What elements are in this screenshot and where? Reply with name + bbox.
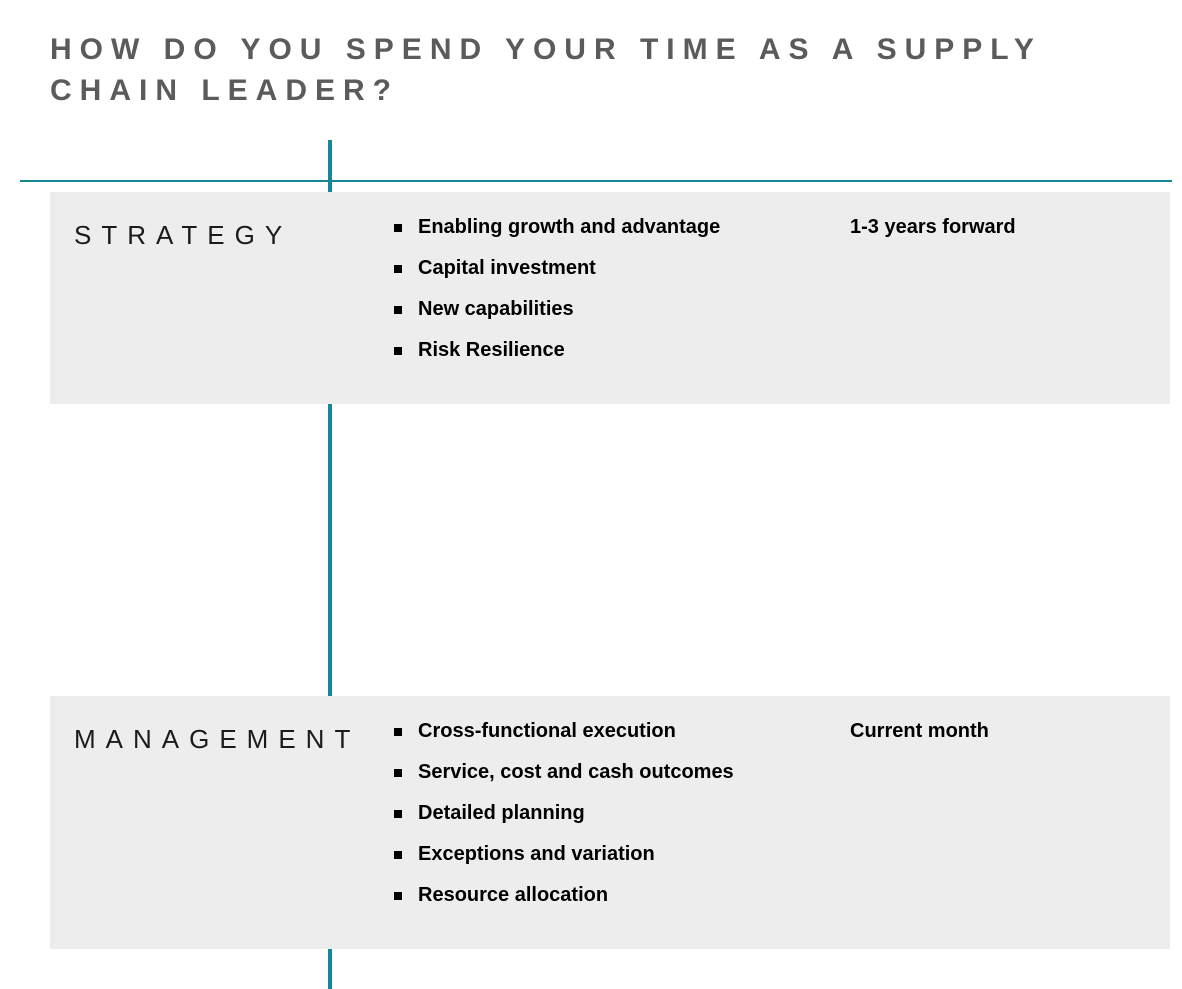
row-timeframe-strategy: 1-3 years forward bbox=[850, 216, 1140, 239]
bullet-item: Capital investment bbox=[394, 257, 850, 280]
bullet-item: Risk Resilience bbox=[394, 339, 850, 362]
row-strategy: STRATEGY Enabling growth and advantage C… bbox=[50, 192, 1170, 404]
row-management: MANAGEMENT Cross-functional execution Se… bbox=[50, 696, 1170, 949]
diagram-container: STRATEGY Enabling growth and advantage C… bbox=[0, 140, 1182, 989]
row-label-management: MANAGEMENT bbox=[70, 720, 360, 755]
bullet-item: Enabling growth and advantage bbox=[394, 216, 850, 239]
row-bullets-strategy: Enabling growth and advantage Capital in… bbox=[360, 216, 850, 380]
bullet-item: Detailed planning bbox=[394, 802, 850, 825]
row-bullets-management: Cross-functional execution Service, cost… bbox=[360, 720, 850, 925]
bullet-item: Cross-functional execution bbox=[394, 720, 850, 743]
bullet-item: Resource allocation bbox=[394, 884, 850, 907]
horizontal-axis-line bbox=[20, 180, 1172, 182]
bullet-item: Service, cost and cash outcomes bbox=[394, 761, 850, 784]
bullet-item: New capabilities bbox=[394, 298, 850, 321]
page-title: HOW DO YOU SPEND YOUR TIME AS A SUPPLY C… bbox=[50, 30, 1130, 111]
row-label-strategy: STRATEGY bbox=[70, 216, 360, 251]
bullet-item: Exceptions and variation bbox=[394, 843, 850, 866]
row-timeframe-management: Current month bbox=[850, 720, 1140, 743]
